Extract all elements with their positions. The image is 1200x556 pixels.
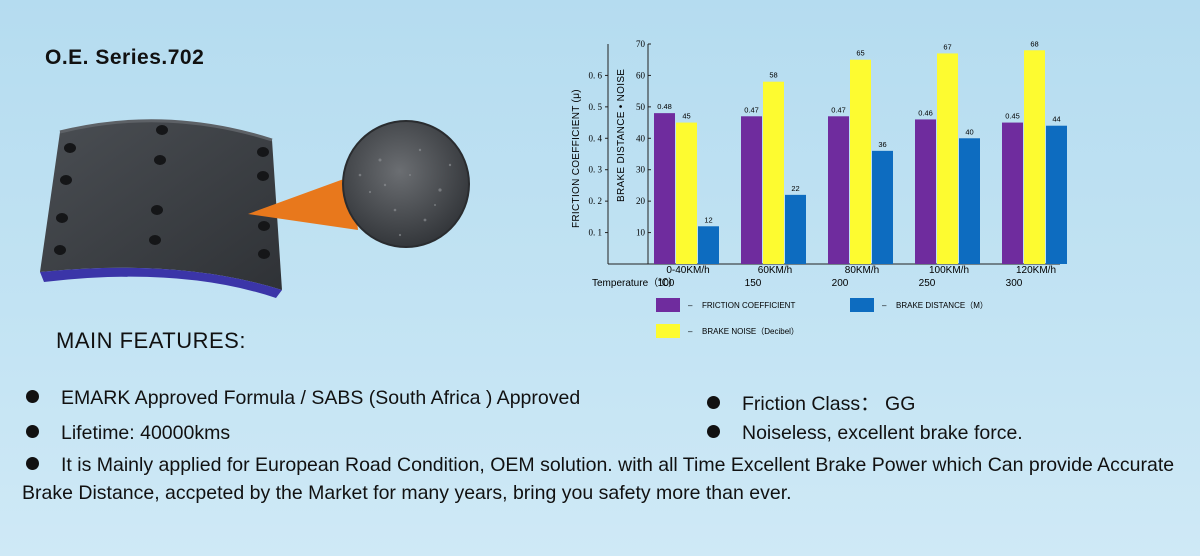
feature-noiseless: Noiseless, excellent brake force. (707, 422, 1023, 445)
bar-value-label: 68 (1030, 39, 1038, 48)
bar-value-label: 12 (704, 215, 712, 224)
chart-legend: – FRICTION COEFFICIENT – BRAKE DISTANCE（M）–… (656, 298, 988, 338)
right-tick-label: 50 (636, 102, 646, 112)
backing-plate (40, 267, 282, 298)
bar-brake-distance-m- (698, 226, 719, 264)
right-tick-label: 40 (636, 133, 646, 143)
bar-friction-coefficient (1002, 122, 1023, 264)
right-tick-label: 30 (636, 165, 646, 175)
bar-value-label: 58 (769, 71, 777, 80)
bar-brake-noise-decibel- (763, 81, 784, 264)
bullet (707, 396, 720, 410)
legend-label: BRAKE NOISE（Decibel） (702, 327, 799, 336)
bullet (26, 390, 39, 404)
bar-brake-noise-decibel- (676, 122, 697, 264)
category-label: 80KM/h (845, 265, 879, 276)
bullet (707, 425, 720, 439)
feature-description-text: It is Mainly applied for European Road C… (22, 454, 1175, 504)
temperature-value: 300 (1006, 278, 1023, 289)
temperature-value: 250 (919, 278, 936, 289)
bullet (26, 457, 39, 471)
right-tick-label: 10 (636, 228, 646, 238)
legend-dash: – (688, 301, 693, 310)
bar-brake-distance-m- (1046, 125, 1067, 264)
temperature-label: Temperature（℃） (592, 277, 678, 289)
texture-magnifier (342, 120, 470, 248)
bar-labels: 0.48 45 12 0.47 58 22 0.47 65 36 0.46 67 40 0.45 68 44 (657, 39, 1060, 224)
category-label: 60KM/h (758, 265, 792, 276)
bar-value-label: 65 (856, 49, 864, 58)
bar-brake-distance-m- (785, 194, 806, 264)
bar-value-label: 67 (943, 42, 951, 51)
feature-emark: EMARK Approved Formula / SABS (South Afr… (26, 387, 580, 410)
bar-friction-coefficient (741, 116, 762, 265)
bar-value-label: 44 (1052, 115, 1060, 124)
bar-value-label: 0.47 (831, 105, 846, 114)
bar-value-label: 0.48 (657, 102, 672, 111)
bar-value-label: 0.46 (918, 108, 933, 117)
series-title: O.E. Series.702 (45, 46, 205, 69)
feature-lifetime: Lifetime: 40000kms (26, 422, 230, 445)
right-tick-label: 60 (636, 70, 646, 80)
category-label: 0-40KM/h (666, 265, 709, 276)
right-axis-label: BRAKE DISTANCE • NOISE (616, 69, 627, 202)
bars (654, 50, 1067, 265)
bar-value-label: 0.47 (744, 105, 759, 114)
legend-swatch (850, 298, 874, 312)
left-tick-label: 0. 2 (589, 196, 603, 206)
brake-lining-illustration (40, 119, 470, 298)
legend-dash: – (882, 301, 887, 310)
legend-swatch (656, 324, 680, 338)
temperature-value: 100 (658, 278, 675, 289)
legend-label: BRAKE DISTANCE（M） (896, 301, 988, 310)
legend-swatch (656, 298, 680, 312)
performance-chart: 0. 10. 20. 30. 40. 50. 6 10203040506070 … (571, 39, 1067, 338)
temperature-value: 150 (745, 278, 762, 289)
bullet (26, 425, 39, 439)
left-tick-label: 0. 4 (589, 133, 603, 143)
feature-description: It is Mainly applied for European Road C… (22, 451, 1192, 507)
left-axis-ticks: 0. 1 0. 2 0. 3 0. 4 0. 5 0. 6 (589, 70, 608, 238)
temperature-values: 100 150 200 250 300 (658, 278, 1023, 289)
brake-shoe (40, 120, 282, 290)
bar-brake-distance-m- (959, 138, 980, 264)
left-tick-label: 0. 5 (589, 102, 603, 112)
category-label: 120KM/h (1016, 265, 1056, 276)
bar-value-label: 36 (878, 140, 886, 149)
bar-value-label: 40 (965, 127, 973, 136)
bar-friction-coefficient (828, 116, 849, 265)
right-tick-label: 70 (636, 39, 646, 49)
bar-value-label: 22 (791, 184, 799, 193)
bar-brake-noise-decibel- (850, 59, 871, 264)
feature-lifetime-text: Lifetime: 40000kms (61, 422, 231, 444)
bar-value-label: 0.45 (1005, 112, 1020, 121)
bar-friction-coefficient (915, 119, 936, 264)
feature-emark-text: EMARK Approved Formula / SABS (South Afr… (61, 387, 581, 409)
rivet-holes (54, 125, 270, 259)
bar-value-label: 45 (682, 112, 690, 121)
feature-friction-class: Friction Class： GG (707, 387, 915, 416)
feature-noiseless-text: Noiseless, excellent brake force. (742, 422, 1023, 444)
features-heading: MAIN FEATURES: (56, 328, 246, 353)
bar-brake-distance-m- (872, 150, 893, 264)
temperature-value: 200 (832, 278, 849, 289)
bar-brake-noise-decibel- (937, 53, 958, 264)
bar-friction-coefficient (654, 113, 675, 265)
left-tick-label: 0. 1 (589, 228, 603, 238)
category-labels: 0-40KM/h 60KM/h 80KM/h 100KM/h 120KM/h (666, 265, 1056, 276)
feature-friction-class-text: Friction Class： GG (742, 393, 916, 415)
category-label: 100KM/h (929, 265, 969, 276)
right-tick-label: 20 (636, 196, 646, 206)
right-axis-ticks: 10 20 30 40 50 60 70 (636, 39, 651, 238)
left-tick-label: 0. 3 (589, 165, 603, 175)
left-axis-label: FRICTION COEFFICIENT (μ) (571, 89, 582, 228)
legend-label: FRICTION COEFFICIENT (702, 301, 795, 310)
legend-dash: – (688, 327, 693, 336)
magnify-pointer (248, 176, 358, 230)
left-tick-label: 0. 6 (589, 70, 603, 80)
bar-brake-noise-decibel- (1024, 50, 1045, 265)
